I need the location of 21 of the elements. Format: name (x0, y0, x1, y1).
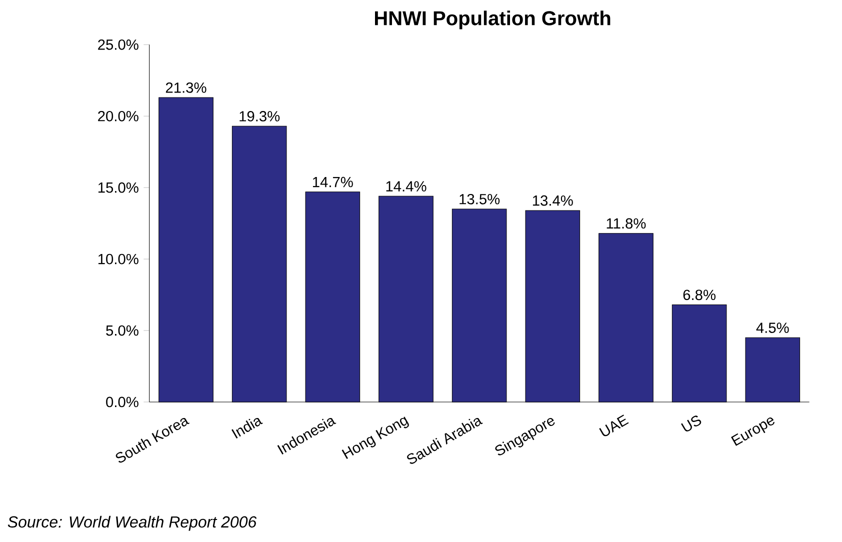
y-tick-label: 5.0% (106, 325, 138, 336)
data-label: 19.3% (240, 111, 280, 122)
x-tick-label: South Korea (116, 418, 190, 463)
chart-title: HNWI Population Growth (375, 10, 610, 30)
x-tick-label: UAE (599, 414, 629, 436)
data-label: 14.4% (386, 181, 426, 192)
y-tick-label: 15.0% (98, 182, 138, 193)
data-label: 14.7% (312, 176, 353, 188)
data-label: 13.4% (532, 195, 573, 206)
source-note: Source: World Wealth Report 2006 (8, 516, 257, 531)
y-tick-label: 0.0% (106, 396, 138, 408)
data-label: 4.5% (756, 322, 789, 333)
x-tick-label: US (681, 416, 702, 432)
data-label: 6.8% (683, 290, 716, 300)
data-label: 13.5% (460, 194, 500, 204)
y-tick-label: 20.0% (98, 110, 138, 122)
y-tick-label: 25.0% (98, 39, 138, 50)
data-label: 11.8% (606, 218, 646, 229)
x-tick-label: India (232, 418, 263, 439)
data-label: 21.3% (166, 82, 206, 93)
y-tick-label: 10.0% (98, 254, 138, 264)
